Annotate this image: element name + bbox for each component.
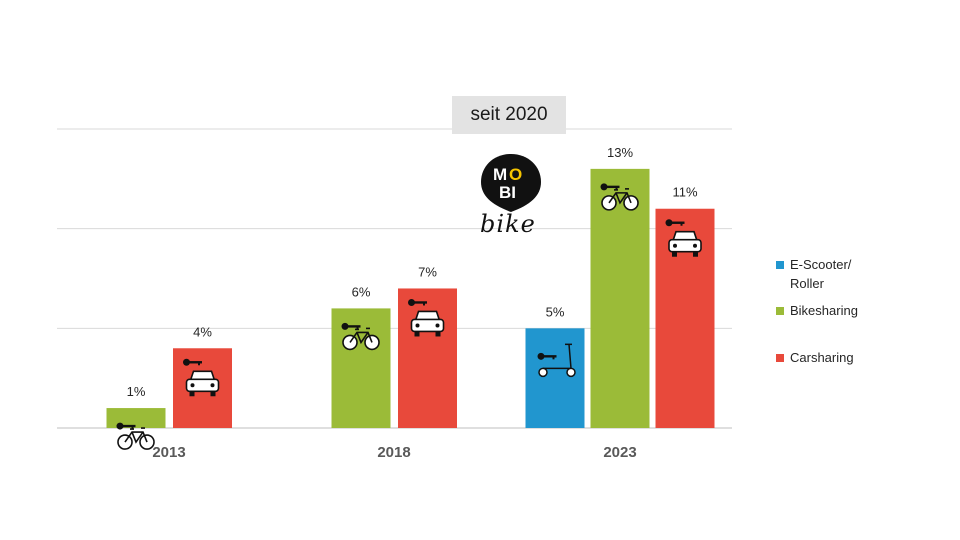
bicycle-icon [601, 188, 639, 211]
key-icon [341, 322, 361, 330]
data-label-bike-2023: 13% [607, 145, 633, 160]
category-label-2018: 2018 [377, 444, 410, 461]
key-icon [537, 352, 557, 360]
key-icon [116, 422, 136, 430]
bicycle-icon [117, 427, 155, 450]
logo-word-bike: bike [480, 210, 536, 238]
data-label-bike-2013: 1% [127, 384, 146, 399]
legend-swatch-scooter [776, 261, 784, 269]
logo-text-bi: BI [499, 183, 516, 202]
category-label-2023: 2023 [603, 444, 636, 461]
key-icon [665, 219, 685, 227]
data-label-car-2018: 7% [418, 264, 437, 279]
bar-group-bike-2023: 13% [590, 145, 650, 428]
logo-text-m: M [493, 165, 507, 184]
logo-pin-icon: M O BI [481, 154, 541, 212]
legend-swatch-car [776, 354, 784, 362]
bar-group-bike-2018: 6% [331, 284, 391, 428]
bar-group-car-2013: 4% [173, 324, 232, 428]
car-icon [668, 230, 702, 257]
key-icon [600, 183, 620, 191]
bar-group-car-2018: 7% [398, 264, 457, 428]
bars: 1% 4% 6% 7% 5% 13% 11% [106, 145, 715, 450]
category-labels: 2013 2018 2023 [152, 444, 636, 461]
logo-text-o: O [509, 165, 522, 184]
since-2020-banner: seit 2020 [452, 96, 566, 134]
mobi-bike-logo: M O BI bike [476, 152, 546, 244]
bar-scooter-2023 [525, 328, 585, 428]
legend-label-bike: Bikesharing [790, 303, 858, 318]
legend-label-scooter-line1: E-Scooter/ [790, 257, 852, 272]
legend-label-scooter: E-Scooter/ Roller [790, 255, 851, 293]
bar-car-2018 [398, 288, 457, 428]
bar-group-car-2023: 11% [655, 185, 715, 428]
bar-bike-2018 [331, 308, 391, 428]
category-label-2013: 2013 [152, 444, 185, 461]
bar-group-scooter-2023: 5% [525, 304, 585, 428]
data-label-car-2013: 4% [193, 324, 212, 339]
legend-item-bike: Bikesharing [776, 301, 858, 320]
key-icon [183, 358, 202, 366]
data-label-car-2023: 11% [672, 185, 697, 200]
data-label-bike-2018: 6% [352, 284, 371, 299]
legend-item-car: Carsharing [776, 348, 854, 367]
bicycle-icon [342, 327, 380, 351]
bar-bike-2013 [106, 408, 166, 428]
bar-bike-2023 [590, 168, 650, 428]
legend-label-scooter-line2: Roller [790, 276, 824, 291]
bar-group-bike-2013: 1% [106, 384, 166, 450]
data-label-scooter-2023: 5% [546, 304, 565, 319]
legend-swatch-bike [776, 307, 784, 315]
legend-item-scooter: E-Scooter/ Roller [776, 255, 851, 293]
legend-label-car: Carsharing [790, 350, 854, 365]
car-icon [185, 370, 220, 397]
car-icon [410, 310, 445, 337]
key-icon [408, 298, 427, 306]
scooter-icon [538, 343, 576, 378]
